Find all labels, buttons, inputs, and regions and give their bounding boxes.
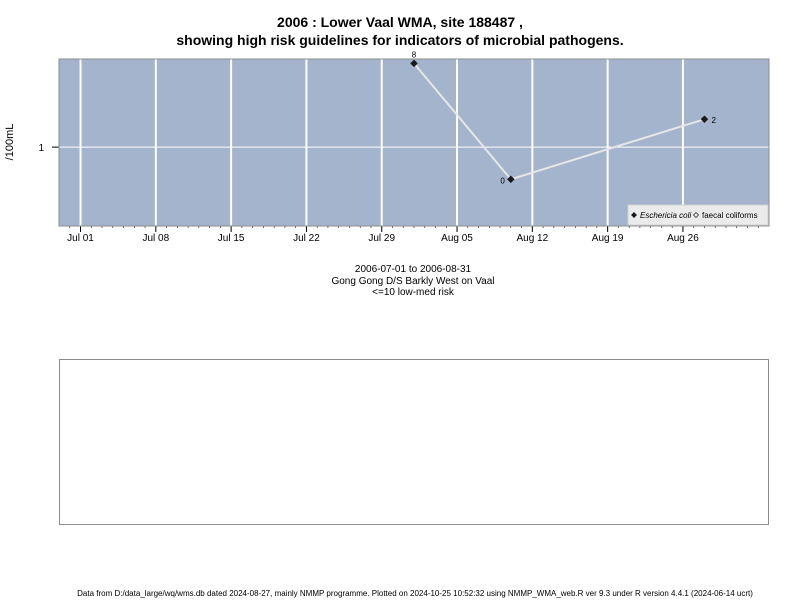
legend-open-diamond-icon <box>693 212 699 218</box>
x-tick-label: Jul 29 <box>368 233 395 244</box>
x-tick-label: Aug 05 <box>441 233 473 244</box>
chart-title-line1: 2006 : Lower Vaal WMA, site 188487 , <box>277 14 523 30</box>
y-tick-label: 1 <box>38 143 44 154</box>
legend-filled-diamond-icon <box>631 212 637 218</box>
data-label: 8 <box>412 50 417 59</box>
data-point <box>700 115 709 124</box>
chart-title-line2: showing high risk guidelines for indicat… <box>176 32 624 48</box>
caption-site-name: Gong Gong D/S Barkly West on Vaal <box>331 276 495 287</box>
x-tick-label: Aug 19 <box>592 233 624 244</box>
plot-background <box>59 59 769 226</box>
empty-secondary-panel <box>59 359 769 525</box>
x-tick-label: Jul 22 <box>293 233 320 244</box>
data-point <box>410 59 418 68</box>
x-tick-label: Aug 26 <box>667 233 699 244</box>
legend-entry-label: Eschericia coli <box>640 211 691 220</box>
data-label: 2 <box>711 116 716 125</box>
legend-entry-label: faecal coliforms <box>702 211 758 220</box>
x-tick-label: Jul 15 <box>218 233 245 244</box>
legend-box <box>627 204 769 226</box>
caption-risk-level: <=10 low-med risk <box>372 287 454 298</box>
data-label: 0 <box>500 176 505 185</box>
x-tick-label: Aug 12 <box>516 233 548 244</box>
plot-frame <box>58 58 770 227</box>
data-source-footer: Data from D:/data_large/wq/wms.db dated … <box>77 589 753 598</box>
y-axis-label: /100mL <box>4 124 16 161</box>
x-tick-label: Jul 01 <box>67 233 94 244</box>
data-point <box>506 175 515 184</box>
caption-date-range: 2006-07-01 to 2006-08-31 <box>354 264 472 275</box>
x-tick-label: Jul 08 <box>142 233 169 244</box>
